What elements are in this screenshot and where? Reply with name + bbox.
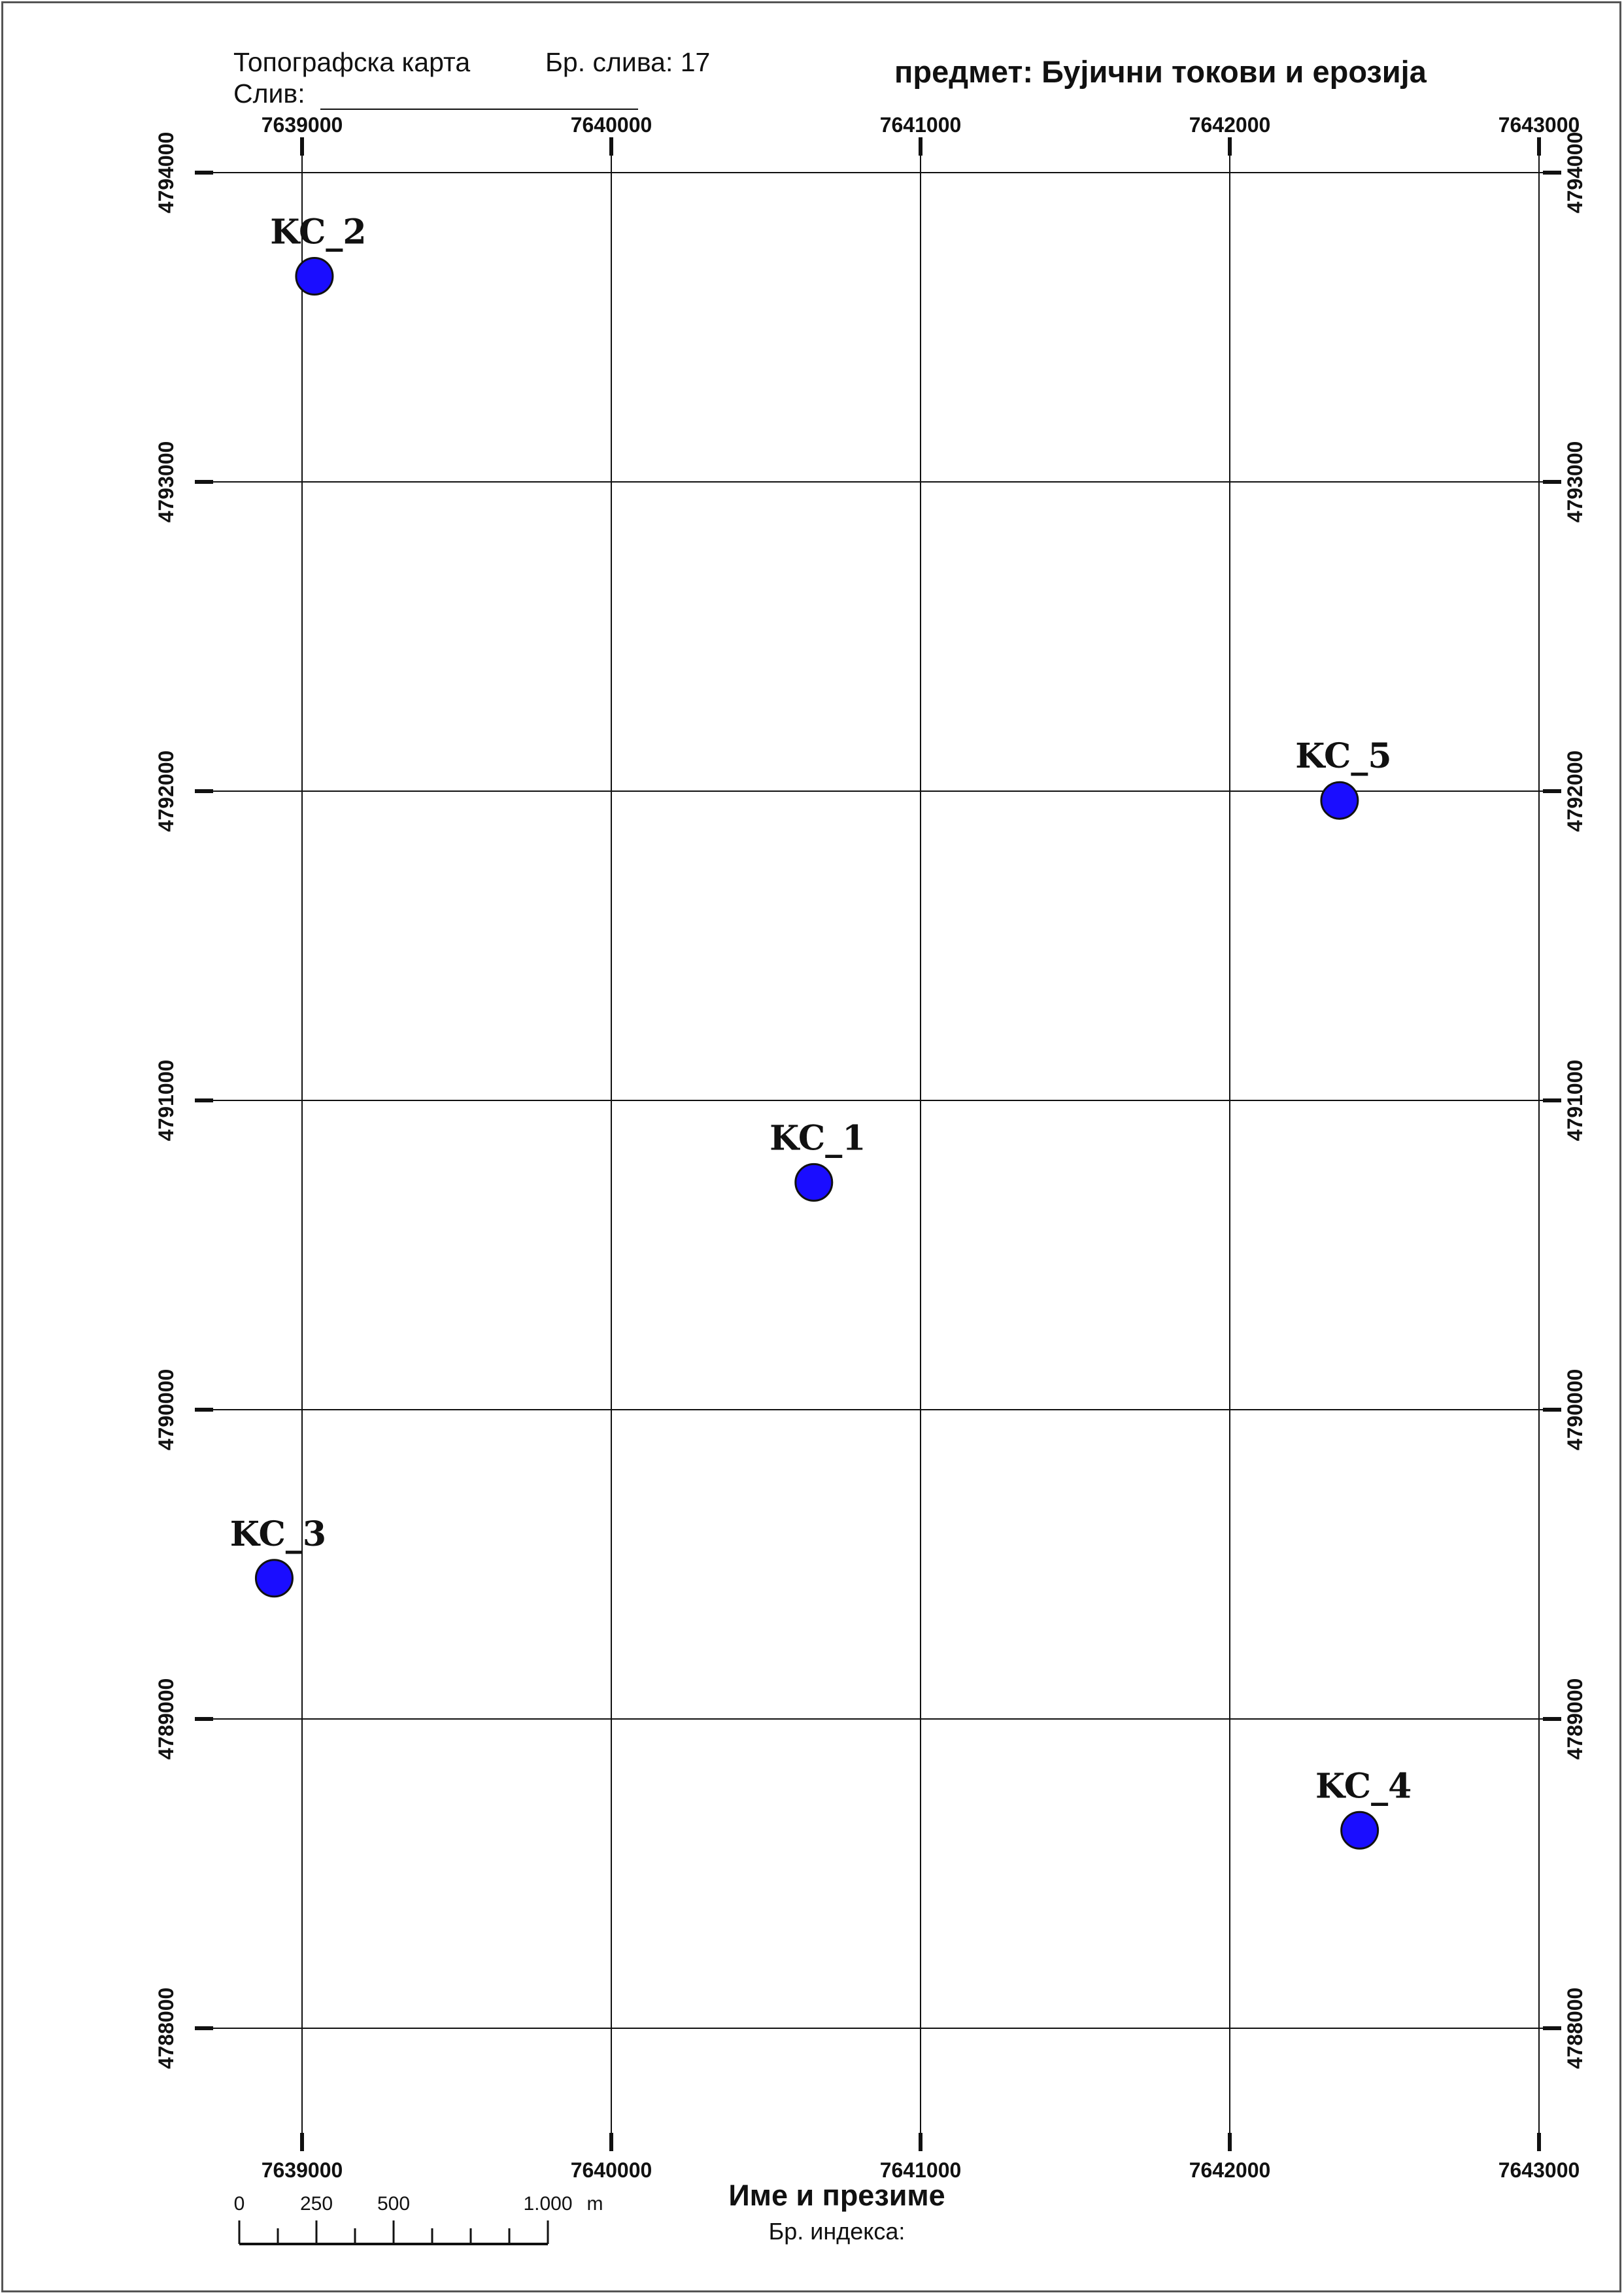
northing-label-left: 4791000 [154,1060,178,1142]
basin-name-label: Слив: [233,78,305,109]
easting-label-bottom: 7641000 [880,2158,962,2182]
northing-label-left: 4789000 [154,1678,178,1760]
northing-label-right: 4793000 [1563,441,1587,523]
easting-label-top: 7640000 [571,113,652,137]
sample-point-label: KC_3 [230,1514,326,1554]
student-name-label: Име и презиме [728,2179,945,2212]
northing-label-right: 4789000 [1563,1678,1587,1760]
sample-point-label: KC_5 [1295,736,1391,776]
sample-point-label: KC_4 [1315,1766,1412,1806]
sample-point-marker [794,1163,834,1202]
sample-point-label: KC_2 [270,212,366,252]
northing-label-left: 4788000 [154,1988,178,2069]
easting-label-bottom: 7643000 [1498,2158,1580,2182]
basin-number-label: Бр. слива: 17 [545,47,711,77]
student-index-label: Бр. индекса: [768,2218,905,2245]
northing-label-right: 4791000 [1563,1060,1587,1142]
northing-label-right: 4790000 [1563,1369,1587,1451]
scale-bar-label: 0 [234,2193,245,2215]
easting-label-top: 7641000 [880,113,962,137]
scale-bar-unit: m [587,2193,603,2215]
sample-point-marker [1340,1810,1379,1850]
northing-label-left: 4794000 [154,132,178,214]
easting-label-bottom: 7639000 [262,2158,343,2182]
scale-bar-label: 500 [377,2193,410,2215]
northing-label-left: 4793000 [154,441,178,523]
scale-bar-label: 1.000 [523,2193,572,2215]
easting-label-top: 7639000 [262,113,343,137]
northing-label-right: 4788000 [1563,1988,1587,2069]
sample-point-marker [1320,781,1359,820]
map-type-label: Топографска карта [233,47,471,77]
subject-title: предмет: Бујични токови и ерозија [894,54,1427,89]
easting-label-top: 7643000 [1498,113,1580,137]
northing-label-left: 4792000 [154,751,178,832]
northing-label-right: 4792000 [1563,751,1587,832]
northing-label-right: 4794000 [1563,132,1587,214]
sample-point-marker [295,256,334,296]
basin-name-underline [320,109,638,110]
easting-label-bottom: 7642000 [1189,2158,1271,2182]
easting-label-bottom: 7640000 [571,2158,652,2182]
scale-bar-label: 250 [300,2193,333,2215]
easting-label-top: 7642000 [1189,113,1271,137]
northing-label-left: 4790000 [154,1369,178,1451]
sample-point-marker [254,1559,294,1598]
sample-point-label: KC_1 [770,1118,866,1158]
